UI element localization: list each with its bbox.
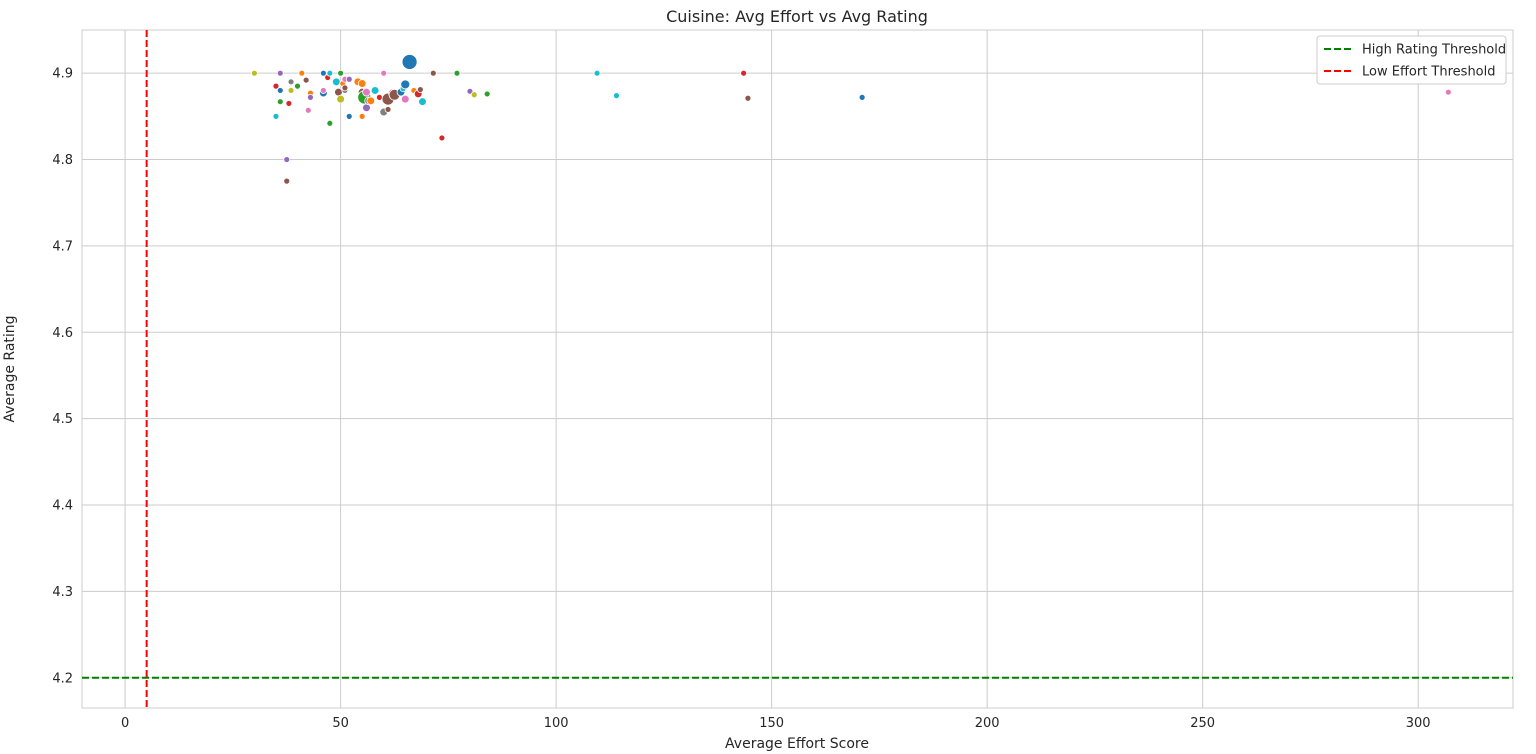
- y-tick-label: 4.2: [52, 671, 73, 686]
- scatter-point: [287, 87, 295, 94]
- threshold-lines: [82, 30, 1513, 708]
- scatter-point: [470, 91, 478, 99]
- y-tick-label: 4.9: [52, 67, 73, 82]
- x-tick-label: 300: [1406, 716, 1431, 731]
- x-tick-label: 50: [332, 716, 349, 731]
- scatter-point: [336, 94, 345, 104]
- scatter-point: [319, 87, 327, 94]
- data-points: [251, 54, 1452, 185]
- scatter-point: [613, 92, 620, 100]
- x-tick-label: 100: [544, 716, 569, 731]
- y-tick-label: 4.3: [52, 585, 73, 600]
- y-tick-label: 4.7: [52, 239, 73, 254]
- x-tick-label: 250: [1190, 716, 1215, 731]
- scatter-point: [384, 106, 392, 113]
- plot-area: [81, 29, 1514, 709]
- tick-labels: 0 50 100 150 200 250 300 4.2 4.3 4.4 4.5 4.6 4.7 4.8 4…: [52, 67, 1430, 731]
- scatter-point: [401, 54, 418, 70]
- scatter-point: [370, 86, 380, 95]
- scatter-point: [380, 69, 388, 77]
- scatter-point: [276, 69, 284, 77]
- y-tick-label: 4.4: [52, 499, 73, 514]
- legend-box: [1316, 35, 1507, 85]
- scatter-point: [400, 79, 411, 90]
- scatter-point: [358, 112, 366, 120]
- scatter-point: [466, 87, 474, 95]
- scatter-point: [307, 93, 314, 101]
- scatter-point: [272, 112, 280, 120]
- x-tick-label: 0: [121, 716, 129, 731]
- scatter-point: [326, 69, 334, 77]
- scatter-point: [287, 78, 295, 86]
- scatter-point: [276, 98, 284, 106]
- scatter-point: [362, 87, 371, 97]
- scatter-point: [740, 69, 748, 77]
- scatter-point: [341, 84, 349, 92]
- scatter-point: [416, 86, 424, 93]
- scatter-point: [345, 75, 353, 83]
- grid-lines: [82, 30, 1513, 708]
- scatter-point: [285, 100, 293, 107]
- scatter-point: [294, 82, 301, 90]
- y-axis-label: Average Rating: [2, 315, 18, 422]
- scatter-point: [272, 82, 280, 90]
- legend: High Rating Threshold Low Effort Thresho…: [1316, 35, 1507, 85]
- legend-label-low-effort: Low Effort Threshold: [1362, 65, 1496, 80]
- x-tick-label: 200: [975, 716, 1000, 731]
- x-tick-label: 150: [759, 716, 784, 731]
- scatter-point: [1444, 88, 1452, 96]
- chart-title: Cuisine: Avg Effort vs Avg Rating: [666, 7, 928, 26]
- scatter-point: [400, 94, 410, 104]
- scatter-point: [438, 134, 446, 142]
- scatter-point: [345, 112, 353, 120]
- scatter-point: [283, 156, 291, 163]
- scatter-point: [858, 93, 866, 101]
- scatter-point: [319, 69, 327, 77]
- scatter-point: [276, 87, 284, 94]
- scatter-point: [376, 93, 383, 101]
- scatter-point: [304, 106, 312, 114]
- scatter-point: [326, 119, 334, 127]
- y-tick-label: 4.8: [52, 153, 73, 168]
- scatter-point: [483, 90, 491, 98]
- scatter-point: [593, 69, 601, 77]
- x-axis-label: Average Effort Score: [725, 736, 869, 752]
- scatter-point: [418, 97, 427, 106]
- scatter-point: [332, 77, 341, 87]
- scatter-point: [298, 69, 306, 77]
- scatter-point: [283, 177, 291, 185]
- y-tick-label: 4.5: [52, 412, 73, 427]
- scatter-point: [337, 69, 345, 77]
- legend-label-high-rating: High Rating Threshold: [1362, 43, 1506, 58]
- scatter-point: [251, 69, 258, 77]
- scatter-point: [429, 69, 437, 77]
- scatter-point: [357, 79, 367, 88]
- scatter-point: [302, 76, 310, 84]
- y-tick-label: 4.6: [52, 326, 73, 341]
- scatter-point: [453, 69, 461, 77]
- scatter-point: [744, 94, 752, 102]
- scatter-point: [366, 96, 376, 106]
